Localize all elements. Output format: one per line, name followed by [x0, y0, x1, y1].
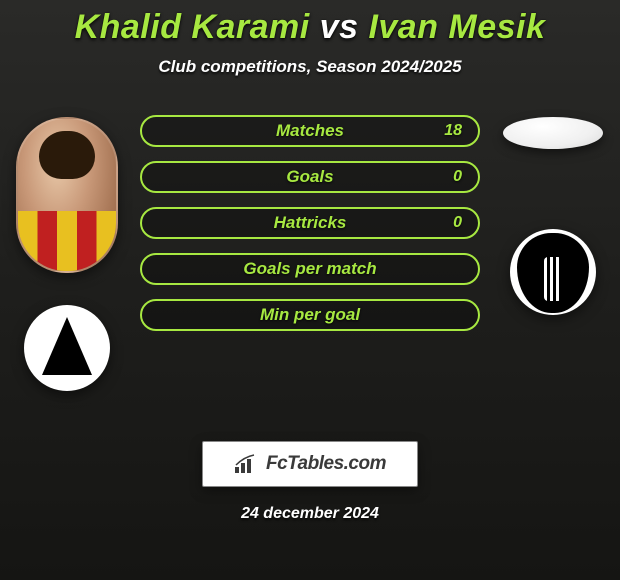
stat-row-matches: Matches 18: [140, 115, 480, 147]
content-row: Matches 18 Goals 0 Hattricks 0 Goals per…: [0, 115, 620, 391]
right-column: [498, 115, 608, 315]
stat-label: Goals per match: [243, 259, 376, 279]
stat-row-goals-per-match: Goals per match: [140, 253, 480, 285]
player1-club-logo: [24, 305, 110, 391]
stat-row-min-per-goal: Min per goal: [140, 299, 480, 331]
stat-value: 0: [453, 168, 462, 186]
chart-icon: [234, 454, 260, 474]
heracles-stripes: [544, 257, 562, 301]
player1-name: Khalid Karami: [75, 8, 310, 46]
subtitle: Club competitions, Season 2024/2025: [0, 57, 620, 77]
stat-row-goals: Goals 0: [140, 161, 480, 193]
left-column: [12, 115, 122, 391]
player2-club-logo: [510, 229, 596, 315]
stat-value: 18: [444, 122, 462, 140]
stats-list: Matches 18 Goals 0 Hattricks 0 Goals per…: [140, 115, 480, 331]
vs-separator: vs: [320, 8, 359, 46]
player2-badge: [503, 117, 603, 149]
player2-name: Ivan Mesik: [368, 8, 545, 46]
page-title: Khalid Karami vs Ivan Mesik: [0, 8, 620, 47]
brand-box[interactable]: FcTables.com: [202, 441, 418, 487]
brand-text: FcTables.com: [266, 453, 386, 475]
stat-label: Goals: [286, 167, 333, 187]
comparison-card: Khalid Karami vs Ivan Mesik Club competi…: [0, 0, 620, 580]
stat-row-hattricks: Hattricks 0: [140, 207, 480, 239]
stat-label: Hattricks: [274, 213, 347, 233]
player1-photo: [16, 117, 118, 273]
stat-value: 0: [453, 214, 462, 232]
date-text: 24 december 2024: [0, 505, 620, 523]
stat-label: Min per goal: [260, 305, 360, 325]
stat-label: Matches: [276, 121, 344, 141]
